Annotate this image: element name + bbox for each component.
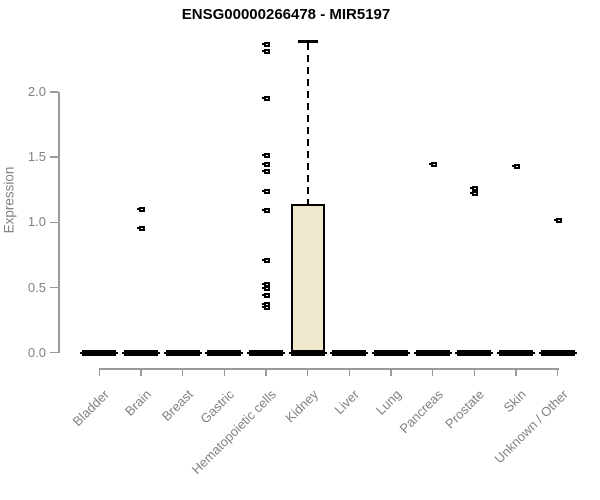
y-tick-label: 0.5 — [27, 279, 46, 295]
outlier-point — [261, 153, 270, 159]
median-bar — [163, 349, 202, 356]
outlier-point — [261, 301, 270, 307]
median-bar — [538, 349, 577, 356]
outlier-point — [261, 188, 270, 194]
median-bar — [246, 349, 285, 356]
median-bar — [288, 349, 327, 356]
x-axis-tick — [140, 369, 142, 376]
x-axis-tick — [223, 369, 226, 376]
y-axis-tick — [50, 91, 59, 93]
x-axis-tick — [265, 369, 267, 376]
outlier-point — [261, 48, 270, 54]
outlier-point — [261, 304, 270, 310]
y-tick-label: 1.5 — [27, 149, 46, 165]
median-bar — [205, 349, 244, 356]
x-axis-tick — [98, 369, 101, 376]
outlier-point — [261, 292, 270, 298]
median-bar — [330, 349, 369, 356]
median-bar — [455, 349, 494, 356]
x-axis-tick — [473, 369, 476, 376]
outlier-point — [261, 208, 270, 214]
x-axis-tick — [181, 369, 184, 376]
x-axis-tick — [556, 369, 559, 376]
y-axis-line — [58, 91, 60, 353]
median-bar — [80, 349, 119, 356]
outlier-point — [136, 226, 145, 232]
outlier-point — [136, 206, 145, 212]
outlier-point — [470, 191, 479, 197]
x-axis-tick — [515, 369, 517, 376]
y-axis-tick — [50, 286, 59, 289]
median-bar — [371, 349, 410, 356]
x-axis-tick — [431, 369, 434, 376]
x-axis-tick — [348, 369, 351, 376]
y-tick-label: 1.0 — [27, 214, 46, 230]
x-axis-tick — [306, 369, 309, 376]
outlier-point — [512, 163, 520, 169]
median-bar — [121, 349, 160, 356]
outlier-point — [428, 162, 437, 168]
y-tick-label: 0.0 — [27, 344, 46, 360]
outlier-point — [261, 286, 270, 292]
x-axis-line — [99, 368, 559, 370]
outlier-point — [553, 218, 562, 224]
whisker-line — [306, 43, 309, 205]
y-axis-tick — [50, 221, 59, 224]
outlier-point — [261, 257, 270, 263]
x-axis-tick — [390, 369, 392, 376]
whisker-cap — [297, 39, 318, 43]
outlier-point — [470, 185, 479, 191]
y-axis-tick — [50, 156, 59, 158]
outlier-point — [261, 282, 270, 288]
box-rect — [290, 204, 325, 356]
chart-title: ENSG00000266478 - MIR5197 — [181, 6, 391, 23]
outlier-point — [261, 168, 270, 174]
outlier-point — [261, 42, 270, 48]
median-bar — [413, 349, 452, 356]
outlier-point — [261, 162, 270, 168]
outlier-point — [261, 95, 270, 101]
y-tick-label: 2.0 — [27, 83, 46, 99]
y-axis-tick — [50, 351, 59, 354]
median-bar — [497, 349, 535, 356]
